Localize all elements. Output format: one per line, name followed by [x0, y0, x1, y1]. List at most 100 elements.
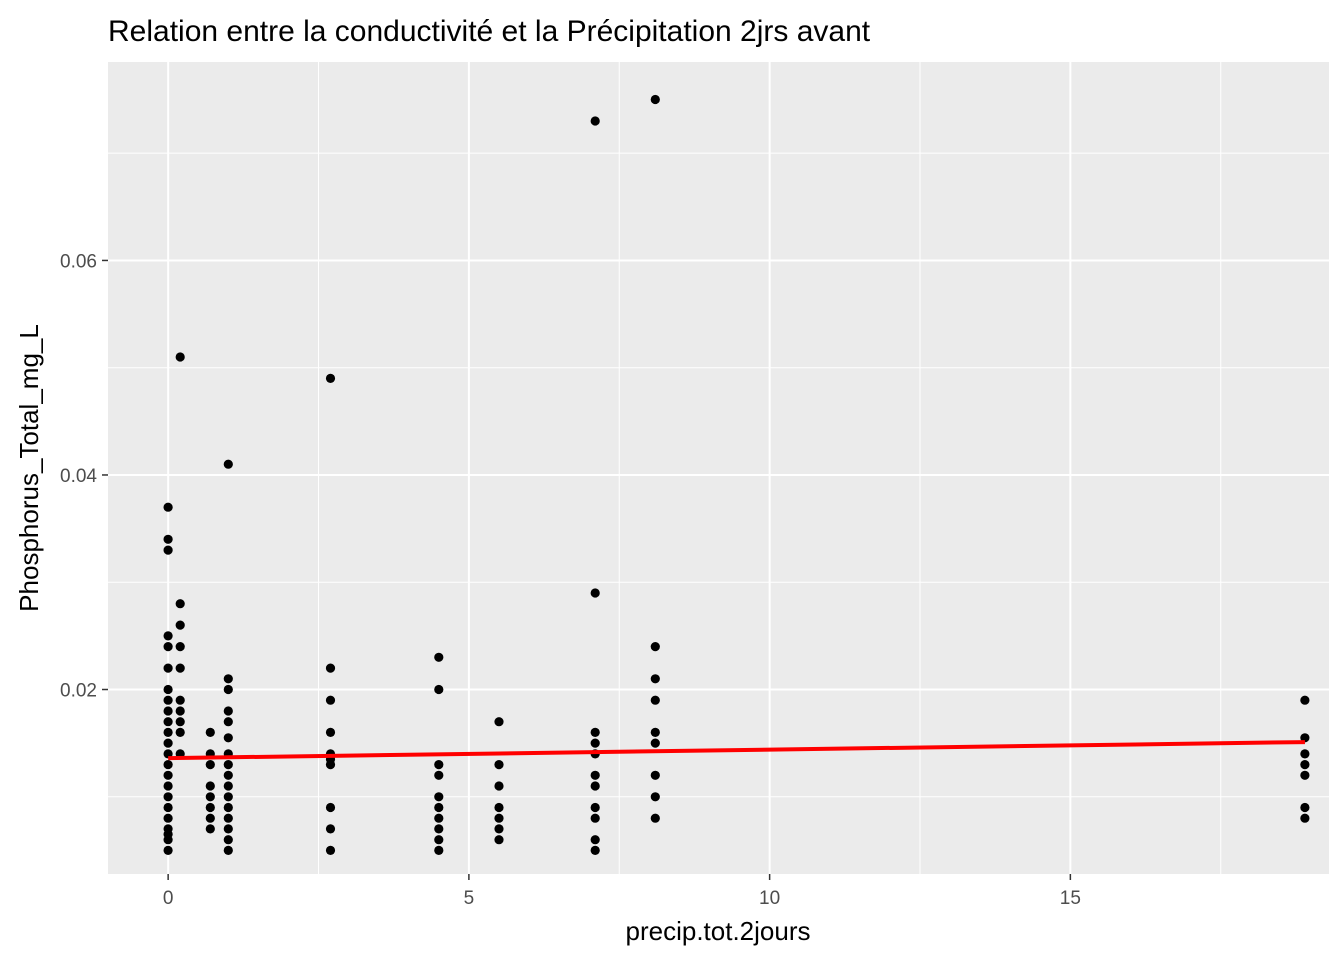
data-point — [163, 781, 173, 791]
data-point — [650, 727, 660, 738]
data-point — [223, 802, 233, 813]
data-point — [175, 695, 185, 705]
data-point — [325, 802, 336, 813]
data-point — [325, 373, 336, 383]
data-point — [163, 631, 173, 641]
data-point — [223, 674, 233, 684]
y-tick-label: 0.06 — [60, 251, 97, 272]
data-point — [325, 760, 336, 770]
data-point — [223, 770, 233, 780]
x-tick-label: 15 — [1060, 888, 1081, 909]
data-point — [325, 727, 336, 738]
data-point — [223, 792, 233, 802]
plot-panel — [108, 62, 1329, 874]
data-point — [434, 813, 444, 823]
data-point — [325, 824, 336, 834]
data-point — [434, 770, 444, 780]
trend-line-group — [168, 740, 1305, 761]
data-point — [650, 695, 660, 705]
data-point — [650, 94, 660, 105]
data-point — [223, 813, 233, 823]
chart-title: Relation entre la conductivité et la Pré… — [108, 15, 871, 48]
data-point — [434, 824, 444, 834]
x-axis-title: precip.tot.2jours — [626, 916, 811, 946]
data-point — [434, 845, 444, 856]
data-point — [590, 781, 600, 791]
data-point — [163, 845, 173, 856]
data-point — [325, 845, 336, 856]
data-point — [163, 727, 173, 738]
data-point — [205, 727, 215, 738]
data-point — [1300, 813, 1310, 823]
data-point — [590, 835, 600, 845]
data-point — [434, 652, 444, 662]
data-point — [223, 733, 233, 743]
minor-gridlines — [108, 62, 1329, 874]
data-point — [163, 502, 173, 512]
data-point — [1300, 802, 1310, 813]
data-point — [494, 781, 504, 791]
data-point — [223, 717, 233, 727]
data-point — [650, 642, 660, 652]
data-point — [223, 835, 233, 845]
data-point — [163, 770, 173, 780]
data-point — [163, 545, 173, 555]
data-point — [590, 802, 600, 813]
data-point — [163, 738, 173, 748]
data-point — [1300, 749, 1310, 759]
data-point — [650, 813, 660, 823]
data-point — [650, 792, 660, 802]
data-point — [590, 813, 600, 823]
data-point — [163, 835, 173, 845]
data-point — [163, 760, 173, 770]
data-point — [434, 760, 444, 770]
x-tick-label: 5 — [464, 888, 475, 909]
data-point — [163, 802, 173, 813]
data-point — [163, 642, 173, 652]
data-point — [650, 738, 660, 748]
data-point — [163, 792, 173, 802]
data-point — [650, 674, 660, 684]
data-point — [175, 706, 185, 716]
trend-line — [168, 740, 1305, 761]
data-point — [175, 599, 185, 609]
data-point — [175, 620, 185, 630]
y-axis-title: Phosphorus_Total_mg_L — [14, 324, 44, 612]
data-point — [434, 835, 444, 845]
data-point — [163, 534, 173, 544]
x-tick-label: 0 — [163, 888, 174, 909]
data-point — [434, 684, 444, 695]
data-point — [223, 845, 233, 856]
x-axis: 0 5 10 15 — [163, 874, 1081, 909]
data-point — [590, 738, 600, 748]
data-point — [205, 813, 215, 823]
data-point — [163, 695, 173, 705]
data-point — [223, 781, 233, 791]
data-point — [175, 727, 185, 738]
y-tick-label: 0.02 — [60, 681, 97, 702]
data-point — [223, 459, 233, 469]
data-point — [205, 781, 215, 791]
data-point — [590, 845, 600, 856]
data-point — [494, 835, 504, 845]
data-point — [494, 824, 504, 834]
data-point — [590, 116, 600, 126]
data-point — [205, 802, 215, 813]
data-point — [494, 717, 504, 727]
y-tick-label: 0.04 — [60, 466, 97, 487]
data-point — [163, 813, 173, 823]
data-points — [163, 94, 1310, 856]
data-point — [590, 770, 600, 780]
data-point — [494, 760, 504, 770]
data-point — [590, 588, 600, 598]
data-point — [494, 813, 504, 823]
data-point — [163, 717, 173, 727]
data-point — [223, 684, 233, 695]
data-point — [223, 760, 233, 770]
data-point — [205, 824, 215, 834]
data-point — [590, 727, 600, 738]
data-point — [205, 792, 215, 802]
data-point — [650, 770, 660, 780]
data-point — [175, 717, 185, 727]
